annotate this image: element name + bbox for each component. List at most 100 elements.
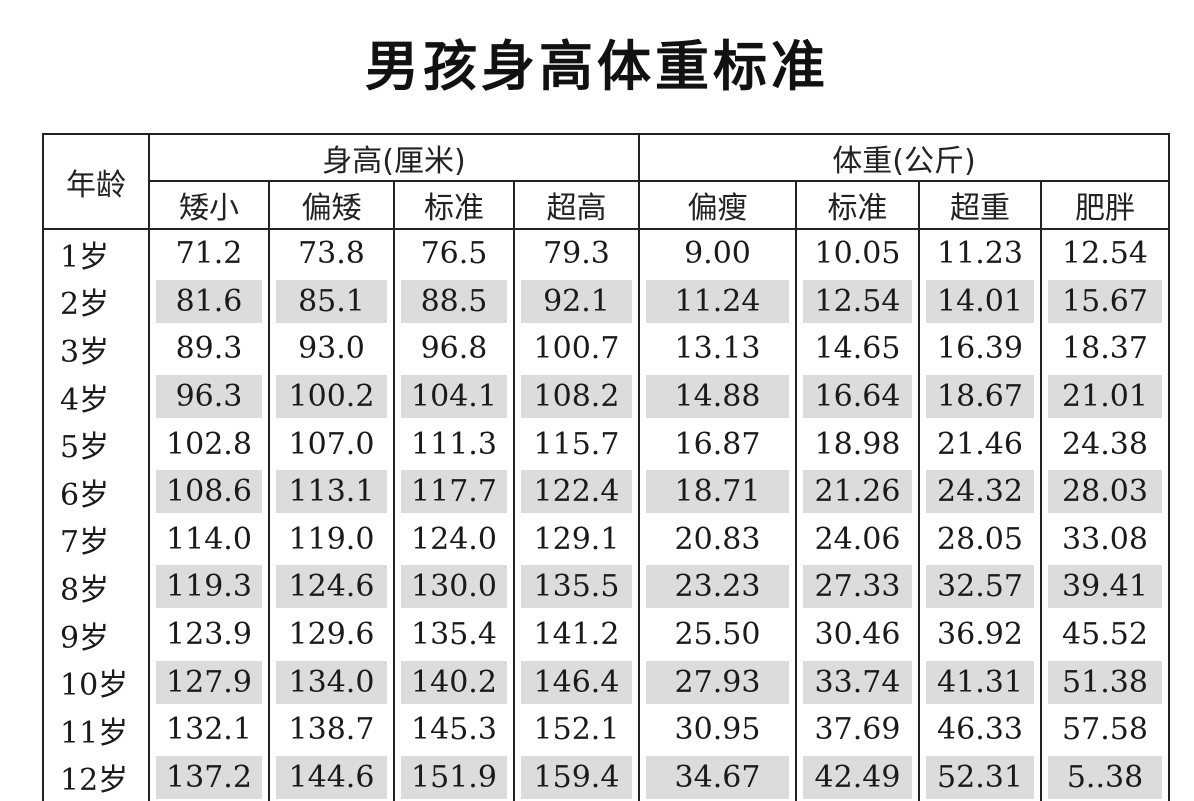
value-cell: 52.31 bbox=[918, 753, 1042, 801]
value-cell: 51.38 bbox=[1040, 658, 1170, 706]
value-cell: 25.50 bbox=[638, 610, 797, 659]
value-cell: 12.54 bbox=[795, 277, 920, 326]
cell-value: 107.0 bbox=[288, 426, 375, 462]
value-cell: 14.65 bbox=[795, 325, 920, 373]
cell-value: 14.88 bbox=[646, 375, 789, 419]
cell-value: 144.6 bbox=[276, 755, 387, 799]
age-cell: 2岁 bbox=[42, 277, 150, 326]
cell-value: 11.23 bbox=[937, 236, 1023, 272]
height-group-header: 身高(厘米) bbox=[148, 133, 640, 182]
cell-value: 39.41 bbox=[1048, 565, 1162, 609]
cell-value: 46.33 bbox=[937, 712, 1023, 748]
cell-value: 89.3 bbox=[175, 331, 243, 367]
cell-value: 111.3 bbox=[411, 426, 497, 462]
cell-value: 21.46 bbox=[937, 426, 1023, 462]
table-row: 8岁 119.3 124.6 130.0 135.5 23.23 27.33 32.57 39.… bbox=[42, 563, 1170, 611]
cell-value: 28.05 bbox=[937, 521, 1023, 557]
cell-value: 135.5 bbox=[521, 565, 632, 609]
value-cell: 16.87 bbox=[638, 420, 797, 468]
value-cell: 88.5 bbox=[393, 277, 515, 326]
value-cell: 15.67 bbox=[1040, 277, 1170, 326]
cell-value: 124.6 bbox=[276, 565, 387, 609]
cell-value: 18.98 bbox=[814, 426, 901, 462]
age-cell: 5岁 bbox=[42, 420, 150, 468]
value-cell: 113.1 bbox=[268, 467, 395, 516]
cell-value: 14.65 bbox=[814, 331, 901, 367]
cell-value: 9.00 bbox=[684, 236, 751, 272]
value-cell: 18.67 bbox=[918, 372, 1042, 421]
age-cell: 1岁 bbox=[42, 229, 150, 278]
cell-value: 34.67 bbox=[646, 755, 789, 799]
table-row: 7岁 114.0 119.0 124.0 129.1 20.83 24.06 28.05 33.… bbox=[42, 515, 1170, 564]
cell-value: 41.31 bbox=[926, 660, 1034, 704]
cell-value: 119.3 bbox=[156, 565, 262, 609]
cell-value: 141.2 bbox=[533, 617, 620, 653]
value-cell: 130.0 bbox=[393, 563, 515, 611]
cell-value: 123.9 bbox=[166, 617, 252, 653]
value-cell: 85.1 bbox=[268, 277, 395, 326]
cell-value: 14.01 bbox=[926, 279, 1034, 323]
cell-value: 114.0 bbox=[166, 521, 252, 557]
cell-value: 21.26 bbox=[803, 470, 912, 514]
cell-value: 132.1 bbox=[166, 712, 252, 748]
value-cell: 23.23 bbox=[638, 563, 797, 611]
value-cell: 39.41 bbox=[1040, 563, 1170, 611]
value-cell: 30.95 bbox=[638, 705, 797, 754]
value-cell: 27.93 bbox=[638, 658, 797, 706]
age-cell: 8岁 bbox=[42, 563, 150, 611]
cell-value: 28.03 bbox=[1048, 470, 1162, 514]
value-cell: 129.1 bbox=[513, 515, 640, 564]
cell-value: 100.2 bbox=[276, 375, 387, 419]
cell-value: 21.01 bbox=[1048, 375, 1162, 419]
table-row: 10岁 127.9 134.0 140.2 146.4 27.93 33.74 41.31 51… bbox=[42, 658, 1170, 706]
age-header: 年龄 bbox=[42, 133, 150, 230]
value-cell: 134.0 bbox=[268, 658, 395, 706]
value-cell: 14.01 bbox=[918, 277, 1042, 326]
value-cell: 92.1 bbox=[513, 277, 640, 326]
value-cell: 124.0 bbox=[393, 515, 515, 564]
table-row: 12岁 137.2 144.6 151.9 159.4 34.67 42.49 52.31 5.… bbox=[42, 753, 1170, 801]
cell-value: 11.24 bbox=[646, 279, 789, 323]
cell-value: 15.67 bbox=[1048, 279, 1162, 323]
value-cell: 14.88 bbox=[638, 372, 797, 421]
cell-value: 52.31 bbox=[926, 755, 1034, 799]
value-cell: 18.71 bbox=[638, 467, 797, 516]
value-cell: 10.05 bbox=[795, 229, 920, 278]
cell-value: 12.54 bbox=[1062, 236, 1148, 272]
cell-value: 27.93 bbox=[646, 660, 789, 704]
value-cell: 18.98 bbox=[795, 420, 920, 468]
cell-value: 18.71 bbox=[646, 470, 789, 514]
page-title: 男孩身高体重标准 bbox=[365, 35, 829, 98]
cell-value: 16.87 bbox=[674, 426, 761, 462]
value-cell: 20.83 bbox=[638, 515, 797, 564]
cell-value: 117.7 bbox=[401, 470, 507, 514]
value-cell: 11.24 bbox=[638, 277, 797, 326]
cell-value: 25.50 bbox=[674, 617, 761, 653]
weight-group-header: 体重(公斤) bbox=[638, 133, 1170, 182]
value-cell: 33.08 bbox=[1040, 515, 1170, 564]
cell-value: 134.0 bbox=[276, 660, 387, 704]
value-cell: 152.1 bbox=[513, 705, 640, 754]
cell-value: 33.74 bbox=[803, 660, 912, 704]
value-cell: 137.2 bbox=[148, 753, 270, 801]
value-cell: 132.1 bbox=[148, 705, 270, 754]
cell-value: 36.92 bbox=[937, 617, 1023, 653]
cell-value: 130.0 bbox=[401, 565, 507, 609]
cell-value: 73.8 bbox=[298, 236, 365, 272]
cell-value: 159.4 bbox=[521, 755, 632, 799]
cell-value: 18.37 bbox=[1062, 331, 1148, 367]
value-cell: 111.3 bbox=[393, 420, 515, 468]
age-cell: 12岁 bbox=[42, 753, 150, 801]
cell-value: 23.23 bbox=[646, 565, 789, 609]
column-header: 矮小 bbox=[148, 180, 270, 230]
value-cell: 16.64 bbox=[795, 372, 920, 421]
value-cell: 117.7 bbox=[393, 467, 515, 516]
cell-value: 24.38 bbox=[1062, 426, 1148, 462]
cell-value: 129.6 bbox=[288, 617, 375, 653]
value-cell: 27.33 bbox=[795, 563, 920, 611]
cell-value: 102.8 bbox=[166, 426, 252, 462]
value-cell: 100.7 bbox=[513, 325, 640, 373]
value-cell: 100.2 bbox=[268, 372, 395, 421]
value-cell: 124.6 bbox=[268, 563, 395, 611]
value-cell: 71.2 bbox=[148, 229, 270, 278]
